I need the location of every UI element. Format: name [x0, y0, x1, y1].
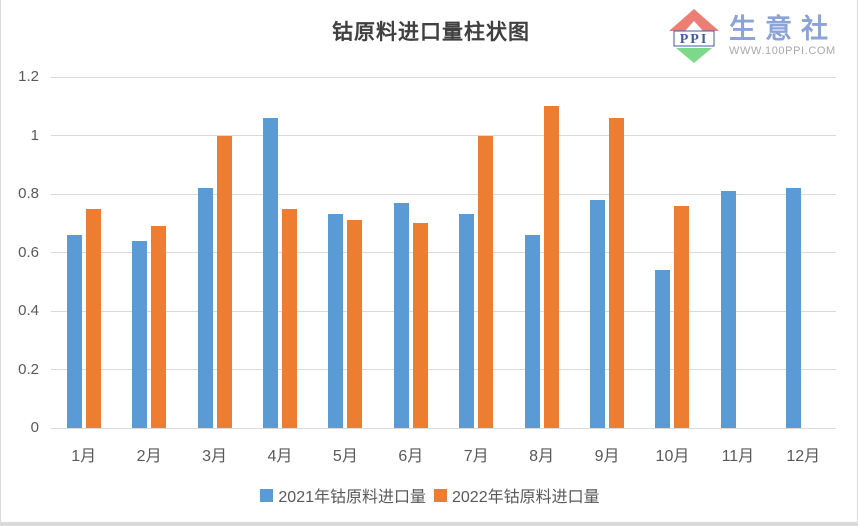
- bar-2022年钴原料进口量-7月: [478, 135, 494, 428]
- x-axis-label-10月: 10月: [655, 448, 690, 465]
- bar-2022年钴原料进口量-5月: [347, 220, 363, 428]
- bar-2021年钴原料进口量-9月: [590, 199, 606, 428]
- bar-2021年钴原料进口量-12月: [786, 188, 802, 428]
- brand-logo: PPI 生意社 WWW.100PPI.COM: [667, 8, 837, 64]
- bar-2021年钴原料进口量-4月: [262, 117, 278, 428]
- x-axis-label-12月: 12月: [786, 448, 821, 465]
- x-axis-label-11月: 11月: [721, 448, 755, 465]
- bar-2022年钴原料进口量-2月: [151, 226, 167, 428]
- legend-label: 2021年钴原料进口量: [278, 489, 426, 506]
- bar-2022年钴原料进口量-6月: [412, 223, 428, 428]
- bar-2021年钴原料进口量-8月: [524, 234, 540, 428]
- logo-ppi-text: PPI: [680, 32, 709, 47]
- y-axis-tick-label: 0.6: [18, 243, 39, 261]
- bar-2021年钴原料进口量-10月: [655, 270, 671, 428]
- legend-swatch: [434, 488, 447, 502]
- gridline-0.4: [51, 310, 836, 312]
- gridline-1: [51, 135, 836, 136]
- legend-item-2022年钴原料进口量: 2022年钴原料进口量: [434, 483, 600, 507]
- y-axis-tick-label: 0.2: [18, 360, 39, 378]
- logo-text-block: 生意社 WWW.100PPI.COM: [729, 14, 837, 59]
- legend-item-2021年钴原料进口量: 2021年钴原料进口量: [260, 483, 426, 507]
- bar-2022年钴原料进口量-9月: [609, 117, 625, 428]
- x-axis-label-5月: 5月: [332, 448, 358, 465]
- x-axis-label-4月: 4月: [267, 448, 293, 465]
- logo-house-icon: PPI: [669, 9, 719, 63]
- bar-2021年钴原料进口量-6月: [393, 202, 409, 428]
- bar-2021年钴原料进口量-1月: [66, 234, 82, 428]
- bar-2022年钴原料进口量-10月: [674, 205, 690, 428]
- y-axis-tick-label: 1: [30, 126, 39, 144]
- page-title: 钴原料进口量柱状图: [332, 21, 530, 44]
- y-axis-tick-label: 0: [30, 419, 39, 436]
- gridline-1.2: [51, 76, 836, 78]
- bar-2022年钴原料进口量-8月: [543, 106, 559, 428]
- bar-2022年钴原料进口量-4月: [281, 208, 297, 428]
- gridline-0.6: [51, 252, 836, 253]
- gridline-0.2: [51, 369, 836, 370]
- brand-url: WWW.100PPI.COM: [729, 44, 836, 57]
- gridline-0.8: [51, 193, 836, 195]
- brand-name: 生意社: [729, 13, 837, 44]
- x-axis-label-6月: 6月: [398, 448, 424, 465]
- bar-2021年钴原料进口量-11月: [720, 191, 736, 428]
- gridline-0: [51, 427, 836, 429]
- bar-2021年钴原料进口量-2月: [132, 240, 148, 428]
- bar-2022年钴原料进口量-1月: [85, 208, 101, 428]
- x-axis-label-9月: 9月: [594, 448, 620, 465]
- bar-2021年钴原料进口量-5月: [328, 214, 344, 428]
- x-axis-label-7月: 7月: [463, 448, 489, 465]
- y-axis-tick-label: 1.2: [18, 68, 39, 85]
- x-axis-label-8月: 8月: [529, 448, 555, 465]
- y-axis-tick-label: 0.8: [18, 185, 39, 202]
- legend: 2021年钴原料进口量 2022年钴原料进口量: [1, 483, 857, 507]
- x-axis-label-1月: 1月: [71, 448, 97, 465]
- bar-2021年钴原料进口量-3月: [197, 188, 213, 428]
- bar-2021年钴原料进口量-7月: [459, 214, 475, 428]
- legend-label: 2022年钴原料进口量: [452, 489, 600, 506]
- legend-swatch: [260, 488, 274, 502]
- x-axis-label-2月: 2月: [136, 448, 162, 465]
- x-axis-label-3月: 3月: [202, 448, 227, 465]
- y-axis-tick-label: 0.4: [18, 302, 39, 319]
- bar-2022年钴原料进口量-3月: [216, 135, 232, 428]
